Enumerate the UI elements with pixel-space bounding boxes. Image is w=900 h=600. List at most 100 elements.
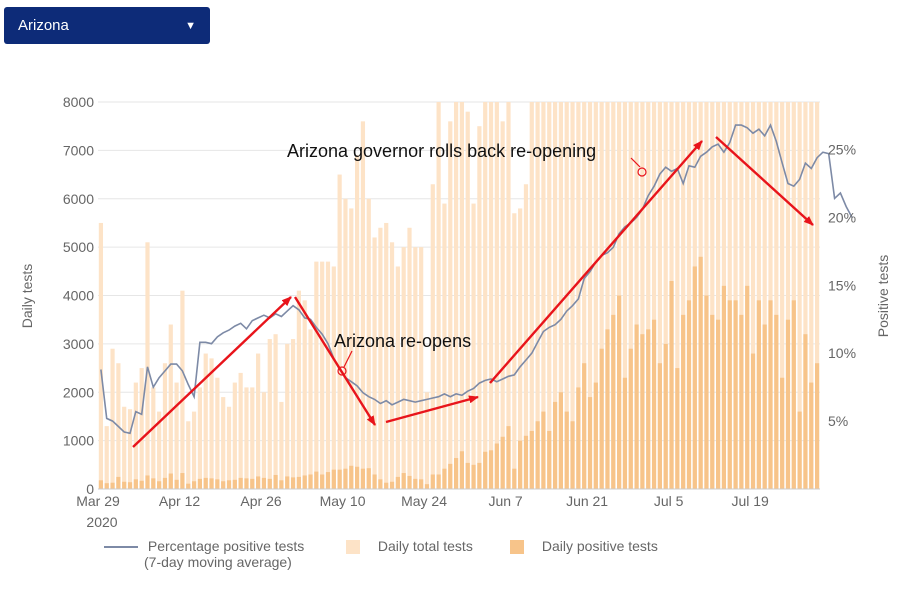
- bar-total: [582, 102, 587, 489]
- y2-tick-label: 15%: [828, 277, 856, 293]
- bar-total: [395, 266, 400, 489]
- bar-positive: [308, 474, 313, 489]
- bar-positive: [582, 363, 587, 489]
- legend-positive-swatch: [510, 540, 524, 555]
- bar-total: [646, 102, 651, 489]
- bar-total: [366, 198, 371, 489]
- bar-total: [401, 247, 406, 489]
- bar-positive: [704, 295, 709, 489]
- bar-positive: [349, 465, 354, 489]
- bar-total: [296, 290, 301, 489]
- legend-line-note: (7-day moving average): [144, 554, 292, 570]
- bar-total: [180, 290, 185, 489]
- x-tick-label: Jul 5: [654, 493, 684, 509]
- bar-total: [599, 102, 604, 489]
- trend-arrow: [132, 296, 292, 448]
- x-tick-label: Jun 21: [566, 493, 608, 509]
- annotation-reopen: Arizona re-opens: [334, 331, 471, 376]
- bar-positive: [692, 266, 697, 489]
- bar-total: [814, 102, 820, 489]
- bar-total: [442, 203, 447, 489]
- bar-total: [756, 102, 761, 489]
- x-tick-label: Mar 29: [76, 493, 120, 509]
- triangle-down-icon: ▼: [185, 19, 196, 32]
- bar-positive: [186, 483, 191, 489]
- bar-total: [436, 102, 441, 489]
- bar-positive: [552, 401, 558, 489]
- bar-total: [512, 213, 517, 489]
- bar-positive: [471, 464, 476, 489]
- legend-line-label: Percentage positive tests: [147, 538, 305, 554]
- bar-positive: [558, 392, 563, 489]
- bar-total: [477, 126, 482, 489]
- y-tick-label: 2000: [63, 384, 94, 400]
- bar-total: [547, 102, 552, 489]
- bar-total: [349, 208, 354, 490]
- bar-positive: [803, 334, 808, 489]
- y-tick-label: 6000: [63, 191, 94, 207]
- bar-total: [681, 102, 686, 489]
- bar-positive: [518, 440, 523, 489]
- annotation-reopen-label: Arizona re-opens: [334, 331, 471, 351]
- bar-positive: [477, 462, 482, 489]
- bar-total: [355, 155, 360, 489]
- state-select[interactable]: Arizona ▼: [4, 7, 210, 44]
- legend-positive: Daily positive tests: [510, 538, 658, 555]
- bar-positive: [611, 314, 616, 489]
- bar-total: [238, 372, 243, 489]
- bar-positive: [675, 368, 680, 489]
- state-select-value: Arizona: [18, 17, 69, 34]
- bar-positive: [797, 411, 802, 489]
- bar-positive: [145, 475, 150, 489]
- bar-total: [139, 368, 144, 489]
- bar-total: [430, 184, 435, 490]
- bar-total: [506, 102, 511, 489]
- bar-total: [151, 387, 156, 489]
- x-axis-year: 2020: [86, 514, 117, 530]
- bar-positive: [529, 430, 534, 489]
- bar-total: [133, 382, 138, 489]
- legend-total-label: Daily total tests: [377, 538, 473, 554]
- bar-positive: [325, 472, 331, 489]
- bars-positive-tests: [98, 256, 820, 489]
- bar-total: [785, 102, 791, 489]
- bar-positive: [110, 482, 115, 489]
- bar-total: [558, 102, 563, 489]
- bar-positive: [780, 377, 785, 489]
- bar-total: [331, 266, 336, 489]
- bar-positive: [250, 478, 255, 489]
- bar-positive: [314, 471, 319, 489]
- bar-total: [465, 111, 470, 490]
- y2-tick-label: 5%: [828, 413, 848, 429]
- bar-positive: [762, 324, 767, 489]
- bar-positive: [599, 348, 604, 489]
- y-tick-label: 4000: [63, 288, 94, 304]
- bar-total: [587, 102, 593, 489]
- y2-tick-label: 20%: [828, 209, 856, 225]
- bar-positive: [384, 482, 389, 489]
- bar-positive: [360, 468, 366, 489]
- bar-total: [285, 343, 290, 489]
- bar-positive: [98, 480, 104, 489]
- bar-total: [360, 121, 366, 489]
- bar-total: [314, 261, 319, 489]
- bar-positive: [401, 473, 406, 489]
- bar-positive: [279, 480, 284, 489]
- bar-total: [325, 261, 331, 489]
- bar-positive: [622, 377, 628, 489]
- bar-positive: [389, 481, 395, 489]
- bar-positive: [372, 474, 377, 489]
- bar-total: [378, 227, 383, 489]
- bar-total: [762, 102, 767, 489]
- bar-positive: [651, 319, 657, 489]
- bar-total: [127, 409, 133, 489]
- bar-positive: [122, 481, 127, 489]
- legend-total-swatch: [346, 540, 360, 555]
- bar-positive: [698, 256, 703, 489]
- bar-positive: [355, 466, 360, 489]
- bar-positive: [774, 314, 779, 489]
- bar-positive: [343, 468, 348, 489]
- bar-positive: [465, 462, 470, 489]
- y-tick-label: 0: [86, 481, 94, 497]
- bar-positive: [174, 479, 179, 489]
